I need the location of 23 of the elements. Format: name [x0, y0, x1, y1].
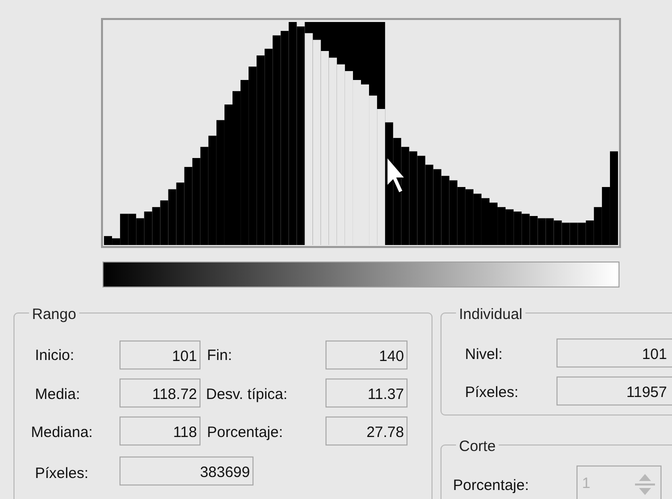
text: Media:: [35, 386, 80, 403]
text: Nivel:: [465, 346, 503, 363]
text: Corte: [459, 438, 496, 455]
text: Mediana:: [31, 424, 93, 441]
text: 383699: [200, 464, 250, 481]
text: 101: [642, 346, 667, 363]
text: 118.72: [152, 386, 197, 403]
text: Píxeles:: [35, 465, 88, 482]
text: Porcentaje:: [453, 477, 529, 494]
text: Desv. típica:: [206, 386, 288, 403]
text: 140: [378, 348, 404, 365]
text: 1: [582, 475, 590, 492]
text: Individual: [459, 306, 522, 323]
text: Porcentaje:: [207, 424, 283, 441]
text: 27.78: [366, 424, 404, 441]
text: 11.37: [368, 386, 404, 403]
text: Inicio:: [35, 347, 74, 364]
text: 11957: [626, 384, 667, 401]
text: Píxeles:: [465, 384, 518, 401]
text: 101: [172, 348, 197, 365]
text: Rango: [32, 306, 76, 323]
text: Fin:: [207, 347, 232, 364]
text: 118: [173, 424, 197, 441]
